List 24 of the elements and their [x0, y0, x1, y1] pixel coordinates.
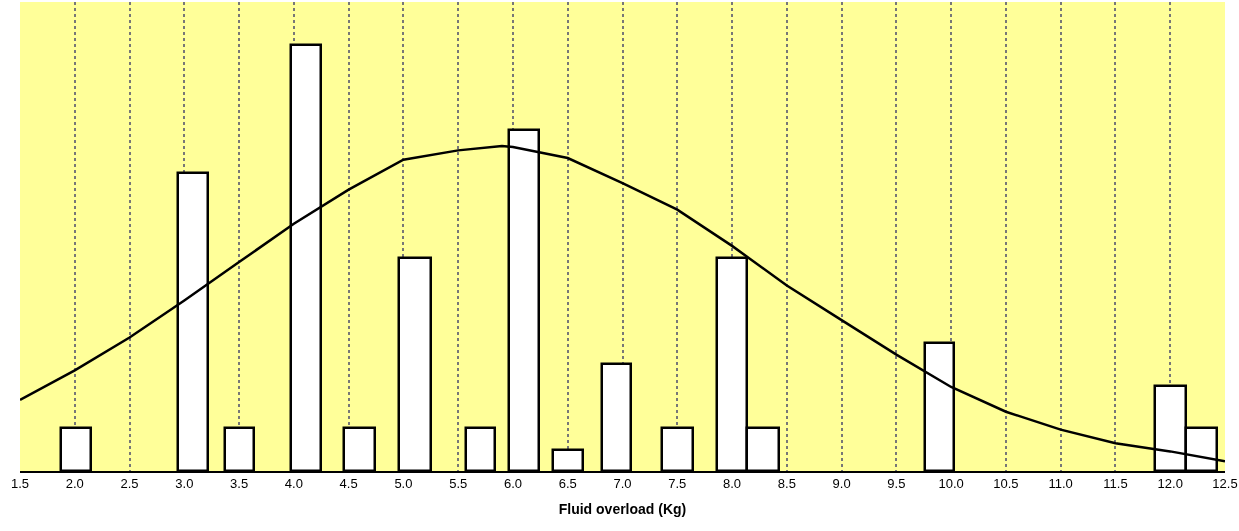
- x-tick-label: 11.5: [1103, 476, 1128, 492]
- x-tick-label: 7.5: [668, 476, 687, 492]
- x-tick-label: 10.0: [938, 476, 964, 492]
- x-tick-label: 5.5: [449, 476, 468, 492]
- x-tick-label: 2.5: [120, 476, 139, 492]
- x-tick-label: 12.5: [1212, 476, 1238, 492]
- x-tick-label: 6.0: [503, 476, 522, 492]
- x-tick-label: 9.5: [887, 476, 906, 492]
- x-tick-label: 2.0: [65, 476, 84, 492]
- x-axis-title: Fluid overload (Kg): [558, 501, 687, 518]
- x-tick-label: 7.0: [613, 476, 632, 492]
- x-tick-label: 5.0: [394, 476, 413, 492]
- x-tick-label: 6.5: [558, 476, 577, 492]
- x-tick-label: 4.0: [284, 476, 303, 492]
- x-tick-label: 4.5: [339, 476, 358, 492]
- x-tick-label: 11.0: [1048, 476, 1073, 492]
- x-tick-label: 1.5: [10, 476, 30, 492]
- x-tick-label: 8.5: [777, 476, 796, 492]
- x-tick-label: 9.0: [832, 476, 851, 492]
- x-tick-label: 3.5: [230, 476, 249, 492]
- x-tick-label: 8.0: [723, 476, 742, 492]
- x-tick-label: 12.0: [1157, 476, 1183, 492]
- x-tick-label: 3.0: [175, 476, 194, 492]
- x-tick-label: 10.5: [993, 476, 1019, 492]
